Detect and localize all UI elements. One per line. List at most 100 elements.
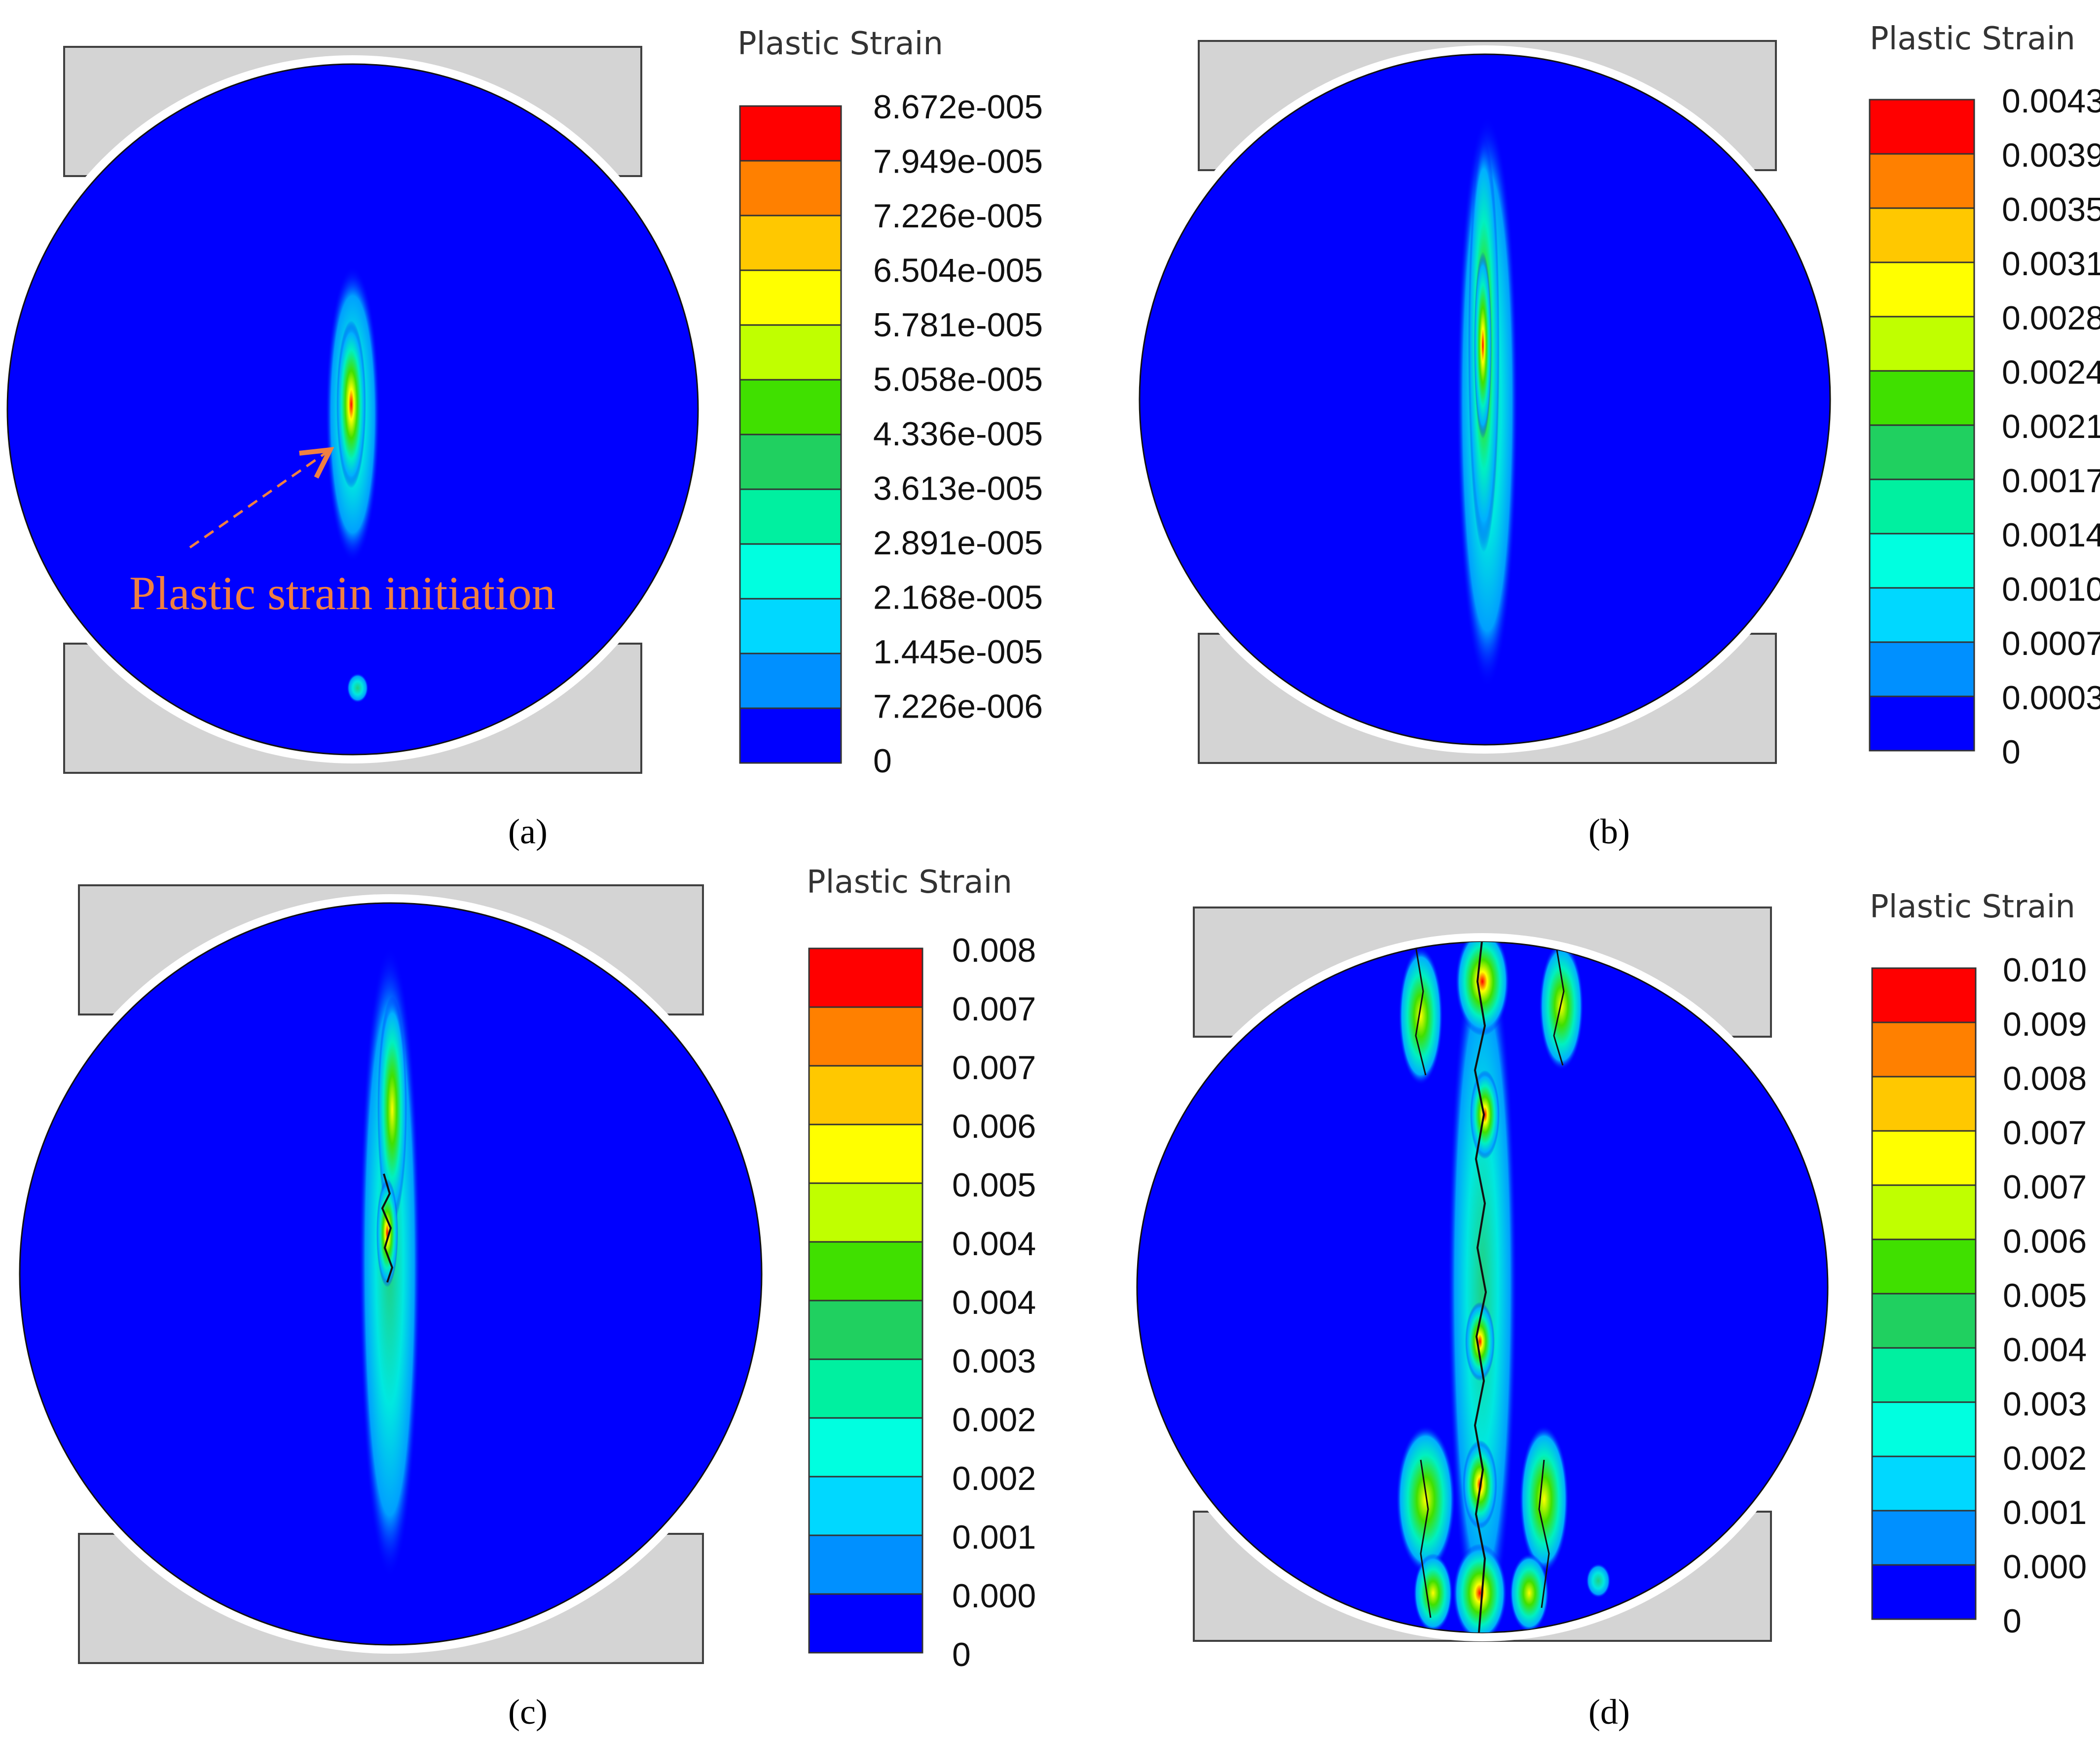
strain-field [1396, 942, 1611, 1632]
colorbar-swatch [1871, 1021, 1977, 1078]
colorbar-tick-label: 0.004 [952, 1225, 1036, 1263]
colorbar-swatch [808, 1124, 923, 1184]
colorbar-tick-label: 0.007 [2003, 1114, 2087, 1152]
colorbar-swatch [739, 105, 842, 162]
colorbar-swatch [1871, 1293, 1977, 1349]
colorbar-swatch [739, 269, 842, 326]
colorbar-swatch [808, 1417, 923, 1478]
colorbar-tick-label: 0.007 [952, 1049, 1036, 1087]
colorbar-tick-label: 7.949e-005 [873, 143, 1043, 181]
panel-a: Plastic strain initiation Plastic Strain… [0, 26, 1043, 851]
colorbar-tick-label: 0.000 [2003, 1548, 2087, 1586]
colorbar-swatch [739, 215, 842, 271]
strain-hotspot [376, 1179, 398, 1287]
colorbar-swatch [808, 947, 923, 1008]
colorbar-swatch [1871, 1238, 1977, 1295]
colorbar-tick-label: 0.002 [952, 1401, 1036, 1439]
colorbar-tick-label: 0.005 [952, 1166, 1036, 1204]
colorbar-tick-label: 0.0039 [2002, 137, 2100, 174]
colorbar-tick-label: 0.0024 [2002, 354, 2100, 391]
colorbar-swatch [1871, 967, 1977, 1023]
colorbar-swatch [808, 1241, 923, 1302]
colorbar-swatch [1871, 1401, 1977, 1457]
colorbar-tick-label: 0 [2003, 1602, 2022, 1640]
colorbar-swatch [808, 1534, 923, 1595]
colorbar-tick-label: 0.005 [2003, 1277, 2087, 1314]
panel-c: Plastic Strain 0.008 0.007 0.007 0.006 0.005… [11, 864, 1036, 1732]
colorbar-swatch [1869, 533, 1975, 589]
strain-core [377, 996, 407, 1223]
colorbar-swatch [739, 379, 842, 435]
colorbar-tick-label: 0.003 [952, 1342, 1036, 1380]
colorbar-title: Plastic Strain [807, 864, 1012, 901]
panel-d: Plastic Strain 0.010 0.009 0.008 0.007 0.007… [1128, 889, 2087, 1732]
caption-c: (c) [508, 1692, 548, 1732]
colorbar-swatch [1871, 1130, 1977, 1186]
colorbar-swatch [1869, 587, 1975, 643]
colorbar-swatch [1869, 261, 1975, 318]
colorbar-title: Plastic Strain [1870, 889, 2075, 925]
colorbar-tick-label: 0.008 [2003, 1060, 2087, 1097]
colorbar-swatch [739, 707, 842, 764]
colorbar-tick-label: 7.226e-006 [873, 688, 1043, 725]
colorbar-swatch [1869, 695, 1975, 752]
colorbar-tick-label: 0.003 [2003, 1385, 2087, 1423]
colorbar-tick-label: 0.008 [952, 932, 1036, 969]
colorbar-tick-label: 0 [952, 1636, 971, 1673]
colorbar-tick-label: 0.0035 [2002, 191, 2100, 228]
colorbar-tick-label: 0.0007 [2002, 625, 2100, 662]
colorbar-tick-label: 0.009 [2003, 1006, 2087, 1043]
colorbar-swatch [1871, 1347, 1977, 1403]
colorbar-swatch [1869, 641, 1975, 697]
colorbar-swatch [808, 1476, 923, 1536]
colorbar-tick-label: 0.0017 [2002, 462, 2100, 500]
strain-spot [347, 673, 368, 703]
colorbar-tick-label: 0.002 [2003, 1440, 2087, 1477]
colorbar-swatch [1871, 1510, 1977, 1566]
annotation-label: Plastic strain initiation [129, 567, 555, 619]
colorbar-title: Plastic Strain [1870, 21, 2075, 57]
colorbar-swatch [739, 652, 842, 709]
panel-b: Plastic Strain 0.0043 0.0039 0.0035 0.0031 0… [1131, 21, 2100, 851]
colorbar-a: Plastic Strain 8.672e-005 7.949e-005 7.226… [737, 26, 1043, 780]
colorbar-swatch [1869, 370, 1975, 426]
colorbar-tick-label: 0.0014 [2002, 516, 2100, 554]
annotation-arrow [189, 451, 328, 549]
colorbar-tick-label: 6.504e-005 [873, 252, 1043, 290]
colorbar-swatch [1869, 424, 1975, 480]
colorbar-tick-label: 0.006 [2003, 1223, 2087, 1260]
colorbar-tick-label: 0.001 [2003, 1494, 2087, 1531]
colorbar-swatch [808, 1300, 923, 1360]
colorbar-swatch [739, 434, 842, 490]
colorbar-swatch [808, 1065, 923, 1125]
colorbar-tick-label: 0.0028 [2002, 299, 2100, 337]
colorbar-title: Plastic Strain [737, 26, 943, 62]
colorbar-swatch [1871, 1455, 1977, 1512]
colorbar-tick-label: 0.010 [2003, 951, 2087, 989]
colorbar-swatch [739, 160, 842, 217]
colorbar-tick-label: 0.002 [952, 1460, 1036, 1497]
colorbar-tick-label: 5.058e-005 [873, 361, 1043, 399]
colorbar-tick-label: 0.0010 [2002, 571, 2100, 608]
colorbar-swatch [739, 324, 842, 381]
colorbar-swatch [1871, 1076, 1977, 1132]
colorbar-swatch [808, 1182, 923, 1243]
colorbar-tick-label: 0.0003 [2002, 679, 2100, 717]
colorbar-swatch [808, 1006, 923, 1067]
colorbar-tick-label: 0.004 [952, 1284, 1036, 1321]
colorbar-swatch [808, 1358, 923, 1419]
colorbar-tick-label: 0 [873, 742, 892, 780]
colorbar-d: Plastic Strain 0.010 0.009 0.008 0.007 0.007… [1870, 889, 2087, 1640]
colorbar-tick-label: 0.007 [2003, 1168, 2087, 1206]
colorbar-swatch [1869, 207, 1975, 263]
colorbar-tick-label: 5.781e-005 [873, 306, 1043, 344]
colorbar-tick-label: 1.445e-005 [873, 633, 1043, 671]
colorbar-swatch [808, 1593, 923, 1654]
colorbar-tick-label: 0.007 [952, 990, 1036, 1028]
colorbar-tick-label: 0.0021 [2002, 408, 2100, 445]
colorbar-swatch [1869, 153, 1975, 209]
colorbar-tick-label: 2.891e-005 [873, 524, 1043, 562]
colorbar-tick-label: 0 [2002, 733, 2021, 771]
colorbar-swatch [1869, 99, 1975, 155]
